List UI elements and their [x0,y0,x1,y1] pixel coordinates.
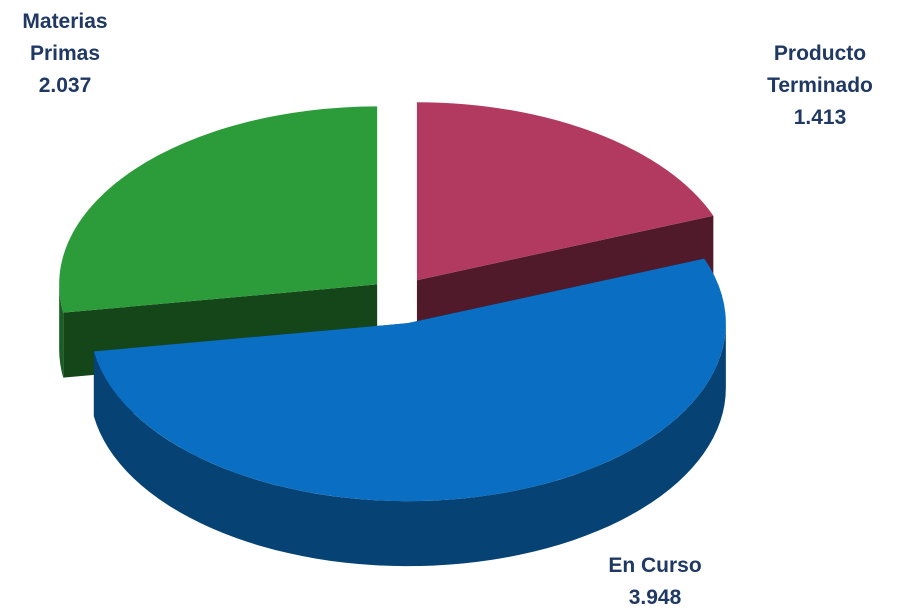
slice-label: Producto Terminado 1.413 [750,38,890,134]
slice-wall [93,323,726,567]
slice-label: En Curso 3.948 [580,550,730,614]
value-label: 1.413 [793,106,847,129]
slice-top [59,106,378,313]
pie-slice [93,258,726,567]
category-label: En Curso [608,554,702,577]
category-label: Materias Primas [22,10,108,65]
slice-wall [59,284,64,378]
slice-top [416,102,714,281]
value-label: 3.948 [628,586,682,609]
slice-label: Materias Primas 2.037 [0,6,130,102]
category-label: Producto Terminado [767,42,873,97]
value-label: 2.037 [38,74,92,97]
slice-top [93,258,726,502]
